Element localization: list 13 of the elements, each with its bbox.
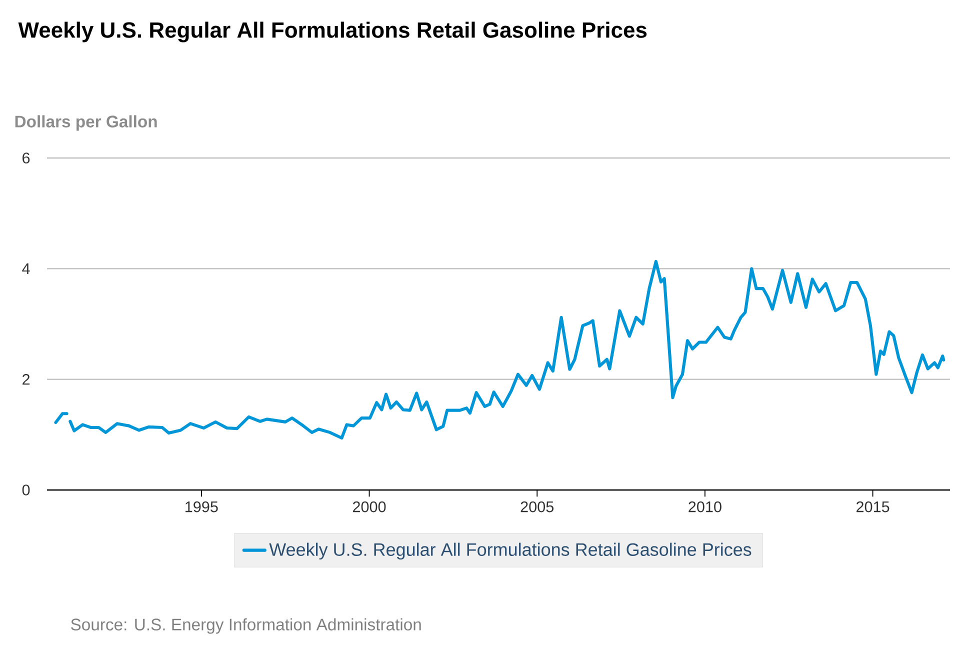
x-tick-label: 2000 (352, 501, 386, 512)
x-tick-label: 2010 (688, 501, 722, 512)
source-note: Source: U.S. Energy Information Administration (71, 618, 421, 634)
y-tick-label: 6 (22, 152, 30, 164)
y-axis-title: Dollars per Gallon (15, 115, 157, 131)
y-tick-label: 0 (22, 484, 30, 496)
y-tick-label: 4 (22, 263, 30, 274)
x-tick-label: 1995 (186, 501, 218, 512)
legend-label: Weekly U.S. Regular All Formulations Retail Gasoline Prices (269, 542, 752, 560)
x-tick-label: 2005 (520, 501, 554, 512)
y-tick-label: 2 (22, 374, 30, 385)
chart-title: Weekly U.S. Regular All Formulations Retail Gasoline Prices (18, 22, 647, 42)
x-tick-label: 2015 (856, 501, 890, 512)
